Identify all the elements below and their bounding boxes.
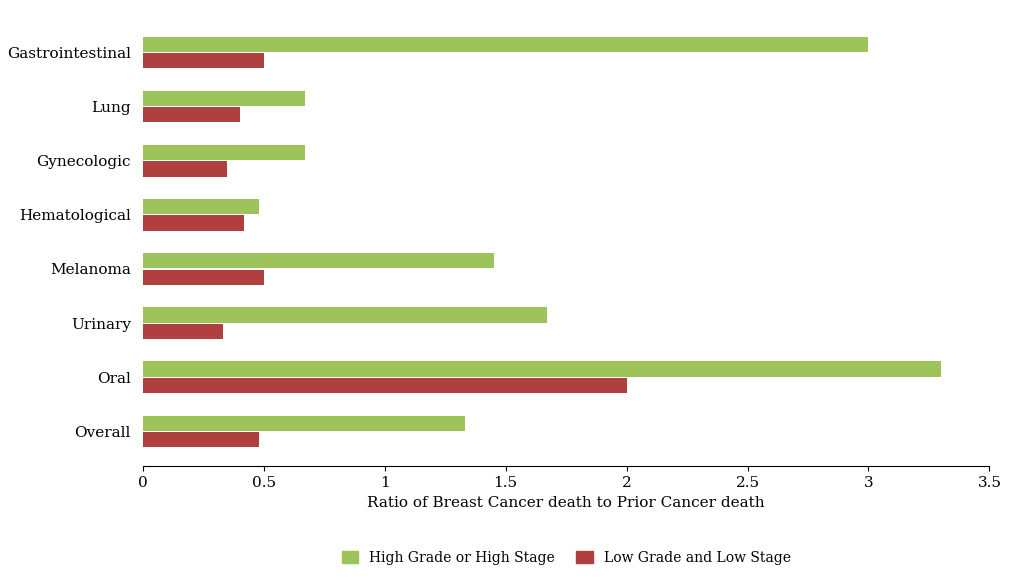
Bar bbox=[143, 307, 546, 322]
X-axis label: Ratio of Breast Cancer death to Prior Cancer death: Ratio of Breast Cancer death to Prior Ca… bbox=[367, 496, 764, 510]
Bar bbox=[143, 91, 305, 106]
Bar bbox=[143, 253, 493, 268]
Bar bbox=[143, 199, 259, 215]
Bar bbox=[143, 107, 239, 122]
Bar bbox=[143, 361, 941, 377]
Bar bbox=[143, 432, 259, 447]
Legend: High Grade or High Stage, Low Grade and Low Stage: High Grade or High Stage, Low Grade and … bbox=[335, 545, 796, 570]
Bar bbox=[143, 145, 305, 160]
Bar bbox=[143, 53, 264, 68]
Bar bbox=[143, 161, 227, 177]
Bar bbox=[143, 37, 867, 52]
Bar bbox=[143, 269, 264, 285]
Bar bbox=[143, 324, 222, 339]
Bar bbox=[143, 216, 245, 231]
Bar bbox=[143, 378, 626, 393]
Bar bbox=[143, 416, 464, 431]
